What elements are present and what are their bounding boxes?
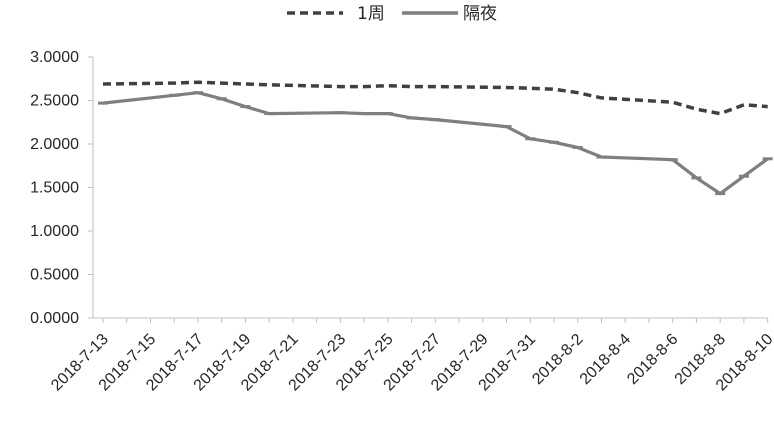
x-axis-ticks: 2018-7-132018-7-152018-7-172018-7-192018… — [48, 318, 774, 394]
y-tick-label: 1.5000 — [30, 180, 79, 197]
y-axis-ticks: 0.0000 0.5000 1.0000 1.5000 2.0000 2.5000 3.00… — [30, 49, 93, 327]
y-tick-label: 0.0000 — [30, 310, 79, 327]
series-overnight-line — [102, 91, 769, 196]
series-1week-line — [102, 80, 768, 116]
legend-label: 1周 — [357, 4, 385, 24]
y-tick-label: 0.5000 — [30, 267, 79, 284]
x-tick-label: 2018-8-4 — [577, 331, 634, 388]
y-tick-label: 2.0000 — [30, 136, 79, 153]
y-tick-label: 1.0000 — [30, 223, 79, 240]
legend-label: 隔夜 — [463, 4, 497, 24]
legend: 1周 隔夜 — [287, 4, 497, 24]
x-tick-label: 2018-8-6 — [624, 331, 681, 388]
y-tick-label: 3.0000 — [30, 49, 79, 66]
y-tick-label: 2.5000 — [30, 93, 79, 110]
x-tick-label: 2018-8-2 — [529, 331, 586, 388]
series-layer — [98, 80, 773, 196]
